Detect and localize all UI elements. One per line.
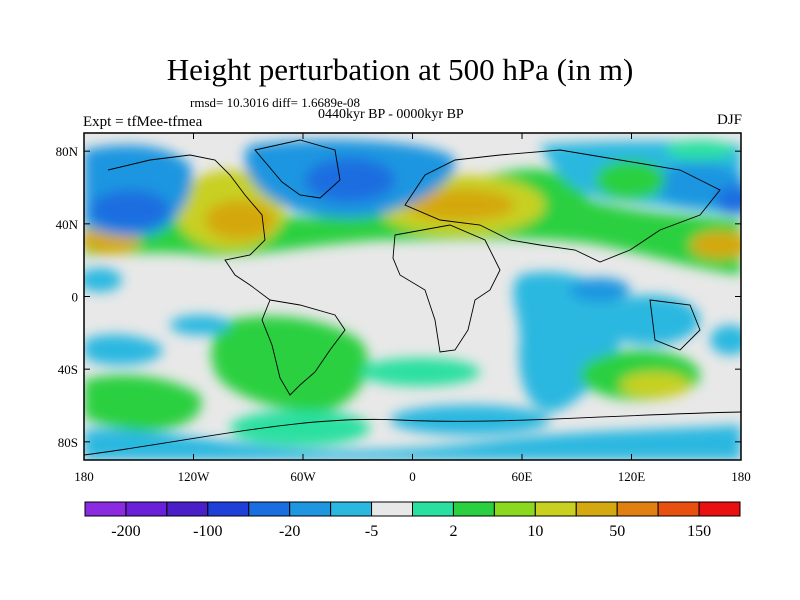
lon-tick-label: 0: [409, 469, 416, 484]
period-subtitle: 0440kyr BP - 0000kyr BP: [318, 107, 464, 122]
colorbar-label: -100: [193, 523, 222, 540]
colorbar-swatch: [125, 501, 168, 517]
lon-tick-label: 120E: [618, 469, 646, 484]
colorbar-label: 50: [609, 523, 625, 540]
lat-tick-label: 80N: [56, 144, 79, 159]
lon-tick-label: 60W: [290, 469, 316, 484]
lat-tick-label: 80S: [58, 435, 78, 450]
colorbar-label: -200: [111, 523, 140, 540]
lon-tick-label: 60E: [512, 469, 533, 484]
season-label: DJF: [716, 112, 742, 128]
lat-tick-label: 0: [72, 290, 79, 305]
coastlines: [84, 139, 741, 456]
colorbar-swatch: [616, 501, 659, 517]
colorbar-swatch: [534, 501, 577, 517]
colorbar-swatch: [412, 501, 454, 517]
colorbar: -200 -100 -20 -5 2 10 50 150: [84, 501, 741, 540]
lat-tick-label: 40N: [56, 217, 79, 232]
colorbar-label: -20: [279, 523, 300, 540]
experiment-label: Expt = tfMee-tfmea: [83, 114, 203, 130]
plot-title: Height perturbation at 500 hPa (in m): [166, 52, 634, 87]
latitude-axis: 80N 40N 0 40S 80S: [56, 144, 741, 450]
colorbar-swatch: [657, 501, 700, 517]
lon-tick-label: 180: [74, 469, 94, 484]
colorbar-swatch: [166, 501, 209, 517]
colorbar-label: 2: [449, 523, 457, 540]
stats-subtitle: rmsd= 10.3016 diff= 1.6689e-08: [190, 95, 361, 110]
colorbar-swatch: [698, 501, 741, 517]
colorbar-swatch: [452, 501, 495, 517]
colorbar-swatch: [84, 501, 127, 517]
colorbar-swatch: [289, 501, 332, 517]
colorbar-swatch: [575, 501, 618, 517]
height-perturbation-field: [84, 133, 741, 460]
colorbar-label: 150: [687, 523, 711, 540]
lat-tick-label: 40S: [58, 362, 78, 377]
lon-tick-label: 180: [731, 469, 751, 484]
colorbar-label: 10: [527, 523, 543, 540]
colorbar-swatch: [248, 501, 291, 517]
longitude-axis: 180 120W 60W 0 60E 120E 180: [74, 133, 751, 484]
colorbar-swatch: [493, 501, 536, 517]
colorbar-swatch: [207, 501, 250, 517]
lon-tick-label: 120W: [178, 469, 211, 484]
colorbar-swatch: [330, 501, 373, 517]
colorbar-swatch: [371, 501, 413, 517]
colorbar-label: -5: [365, 523, 378, 540]
